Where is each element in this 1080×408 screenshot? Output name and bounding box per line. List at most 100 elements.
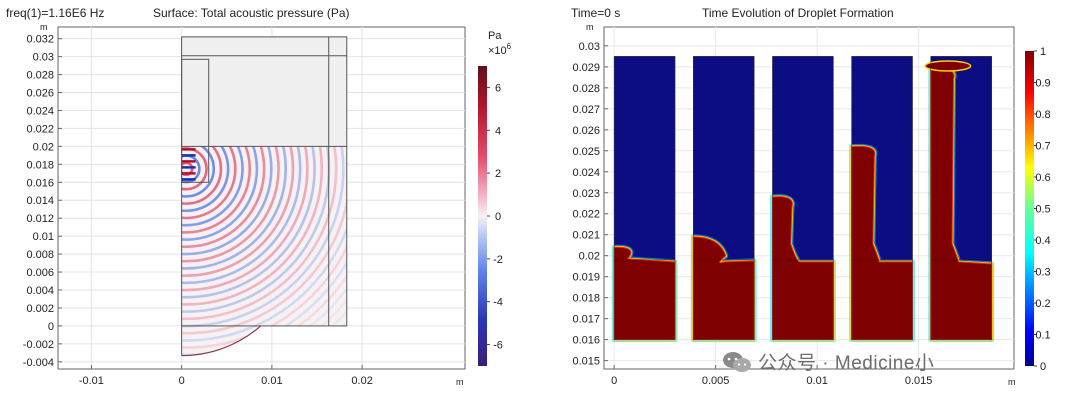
left-colorbar-ticks: 6 4 2 0 -2 -4 -6 — [487, 82, 503, 352]
wave-band-negative — [181, 146, 216, 198]
left-colorbar-tick-label: 0 — [495, 211, 501, 223]
droplet-stages — [611, 56, 995, 343]
right-x-tick-label: 0 — [611, 375, 617, 387]
right-colorbar-tick-label: 0.4 — [1035, 235, 1050, 247]
left-y-tick-label: 0.026 — [26, 88, 54, 100]
nozzle-boundary — [181, 58, 210, 183]
left-y-tick-label: 0.024 — [26, 105, 54, 117]
liquid-phase — [771, 196, 834, 341]
wave-band-negative — [181, 146, 259, 241]
wave-band-negative — [181, 146, 302, 285]
right-y-tick-label: 0.021 — [572, 230, 600, 242]
left-y-tick-label: 0.018 — [26, 159, 54, 171]
right-colorbar-tick-label: 0.3 — [1035, 267, 1050, 279]
left-y-tick-label: 0.006 — [26, 267, 54, 279]
wave-band-positive — [181, 146, 338, 321]
wave-band-positive — [181, 146, 266, 249]
left-colorbar-exponent: ×106 — [488, 42, 512, 57]
left-y-tick-label: -0.002 — [23, 339, 54, 351]
right-colorbar: 1 0.9 0.8 0.7 0.6 0.5 0.4 0.3 0.2 0.1 0 — [1025, 46, 1051, 373]
right-y-tick-label: 0.03 — [579, 41, 600, 53]
wave-band-negative — [181, 146, 230, 213]
left-y-tick-label: 0.032 — [26, 34, 54, 46]
left-y-tick-label: 0 — [48, 321, 54, 333]
wave-band-positive — [181, 146, 252, 234]
right-header-title: Time Evolution of Droplet Formation — [702, 6, 894, 20]
wave-band-positive — [181, 146, 237, 220]
left-x-tick-label: 0.01 — [261, 375, 282, 387]
right-y-tick-label: 0.017 — [572, 314, 600, 326]
droplet-head — [924, 60, 972, 72]
transducer-arc — [181, 325, 262, 357]
right-y-tick-label: 0.025 — [572, 146, 600, 158]
domain-boundary-lines — [181, 36, 348, 357]
right-y-tick-label: 0.029 — [572, 62, 600, 74]
left-y-tick-label: 0.004 — [26, 285, 54, 297]
stage-frame — [930, 56, 992, 340]
right-x-tick-label: 0.015 — [905, 375, 933, 387]
right-y-ticks: 0.03 0.029 0.028 0.027 0.026 0.025 0.024 0.023 0… — [572, 41, 608, 368]
droplet-stage-4 — [849, 56, 916, 343]
right-colorbar-tick-label: 0.2 — [1035, 298, 1050, 310]
wave-band-negative — [181, 146, 347, 342]
right-colorbar-tick-label: 1 — [1040, 46, 1046, 58]
droplet-stage-3 — [769, 56, 836, 343]
wave-bands — [181, 146, 347, 356]
transducer-region — [181, 325, 261, 356]
right-y-tick-label: 0.027 — [572, 104, 600, 116]
right-colorbar-tick-label: 0.6 — [1035, 172, 1050, 184]
left-y-tick-label: 0.012 — [26, 213, 54, 225]
wave-band-positive — [181, 161, 194, 177]
liquid-phase — [613, 246, 676, 341]
droplet-stage-5 — [924, 56, 995, 343]
right-colorbar-tick-label: 0.7 — [1035, 141, 1050, 153]
left-header-frequency: freq(1)=1.16E6 Hz — [6, 6, 104, 20]
watermark: 公众号 · Medicine小 — [722, 348, 934, 375]
left-y-tick-label: 0.014 — [26, 195, 54, 207]
wave-band-negative — [181, 146, 316, 299]
right-x-tick-label: 0.01 — [806, 375, 827, 387]
nozzle-region — [181, 59, 209, 147]
right-header-time: Time=0 s — [571, 6, 620, 20]
right-y-tick-label: 0.028 — [572, 83, 600, 95]
left-y-tick-label: 0.028 — [26, 70, 54, 82]
right-y-tick-label: 0.019 — [572, 272, 600, 284]
wave-band-negative — [181, 146, 288, 270]
left-domain-geometry — [181, 36, 348, 357]
droplet-stage-1 — [611, 56, 678, 343]
right-y-tick-label: 0.016 — [572, 335, 600, 347]
right-y-tick-label: 0.015 — [572, 356, 600, 368]
left-y-tick-label: 0.008 — [26, 249, 54, 261]
right-y-unit: m — [586, 22, 594, 32]
droplet-stage-2 — [690, 56, 757, 343]
left-colorbar-tick-label: 2 — [495, 168, 501, 180]
right-y-tick-label: 0.02 — [579, 251, 600, 263]
wave-band-positive — [181, 146, 347, 335]
left-y-tick-label: 0.016 — [26, 177, 54, 189]
left-y-tick-label: 0.02 — [33, 141, 54, 153]
right-y-tick-label: 0.022 — [572, 209, 600, 221]
wave-band-negative — [181, 146, 347, 356]
acoustic-pressure-panel: freq(1)=1.16E6 Hz Surface: Total acousti… — [6, 6, 512, 387]
right-x-ticks: 0 0.005 0.01 0.015 — [611, 365, 932, 387]
liquid-phase — [692, 236, 755, 341]
right-x-unit: m — [1008, 377, 1016, 387]
left-colorbar-gradient — [478, 66, 487, 366]
wave-band-negative — [181, 146, 244, 227]
left-colorbar-tick-label: 6 — [495, 82, 501, 94]
pressure-wave-pattern — [181, 146, 347, 356]
right-y-tick-label: 0.024 — [572, 167, 600, 179]
right-colorbar-tick-label: 0.5 — [1035, 204, 1050, 216]
right-colorbar-tick-label: 0.1 — [1035, 330, 1050, 342]
liquid-phase — [851, 145, 914, 341]
droplet-formation-panel: Time=0 s Time Evolution of Droplet Forma… — [571, 6, 1051, 387]
right-colorbar-tick-label: 0 — [1040, 361, 1046, 373]
left-y-tick-label: 0.03 — [33, 52, 54, 64]
right-colorbar-gradient — [1025, 51, 1034, 366]
wave-band-positive — [181, 146, 280, 263]
right-colorbar-ticks: 1 0.9 0.8 0.7 0.6 0.5 0.4 0.3 0.2 0.1 0 — [1034, 46, 1051, 373]
wave-band-positive — [181, 146, 309, 292]
left-x-unit: m — [456, 377, 464, 387]
